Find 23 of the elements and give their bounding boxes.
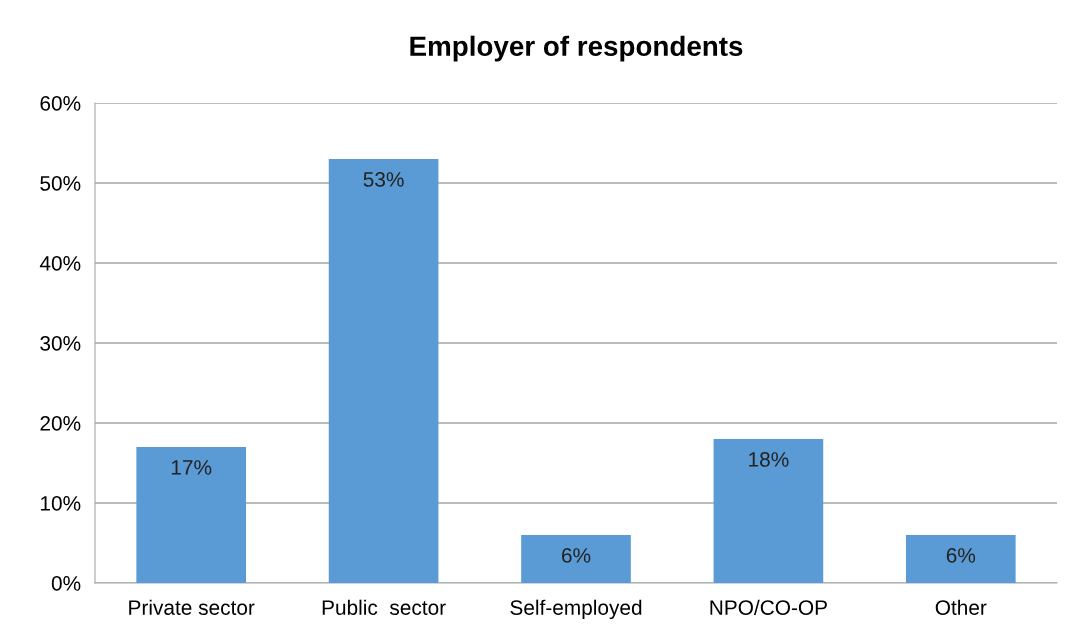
x-tick-label: Private sector (129, 599, 255, 615)
x-tick-label: NPO/CO-OP (710, 599, 827, 615)
x-tick-label: Public sector (322, 599, 446, 615)
bar (713, 439, 824, 583)
chart-title: Employer of respondents (410, 35, 743, 62)
data-label: 53% (363, 172, 404, 187)
y-tick-label: 40% (39, 256, 81, 271)
bar (328, 159, 439, 583)
data-label: 17% (171, 460, 212, 475)
x-tick-label: Self-employed (510, 599, 642, 620)
y-tick-label: 50% (40, 176, 81, 191)
x-tick-label: Other (935, 599, 987, 615)
data-label: 18% (749, 452, 789, 467)
y-tick-label: 10% (41, 496, 81, 511)
bar (136, 447, 247, 583)
y-tick-label: 30% (40, 336, 81, 351)
bar (905, 535, 1016, 583)
data-label: 6% (562, 548, 591, 563)
bar (521, 535, 631, 583)
data-label: 6% (946, 548, 976, 563)
y-tick-label: 20% (40, 416, 81, 431)
y-tick-label: 60% (40, 96, 81, 111)
y-tick-label: 0% (51, 576, 81, 591)
